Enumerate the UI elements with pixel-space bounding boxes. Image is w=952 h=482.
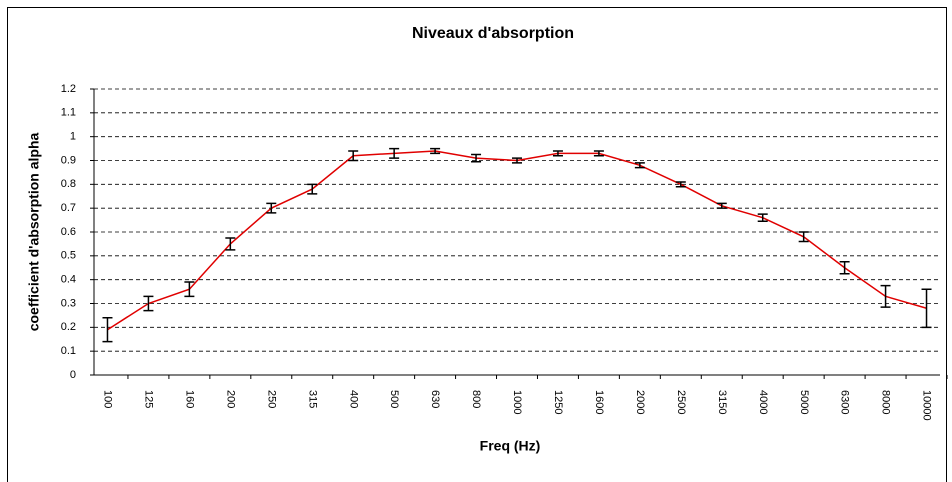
y-tick-label: 1.2 [61,83,76,95]
x-tick-label: 400 [347,390,359,408]
x-tick-label: 250 [265,390,277,408]
y-tick-label: 0.7 [61,202,76,214]
x-tick-label: 5000 [798,390,810,414]
x-axis-label: Freq (Hz) [480,438,541,454]
error-bar [839,261,850,275]
x-tick-label: 160 [183,390,195,408]
x-tick-label: 125 [143,390,155,408]
error-bar [757,213,768,223]
error-bar [225,237,236,251]
error-bar [102,317,113,343]
error-bar [921,288,932,329]
error-bar [798,231,809,243]
y-axis-label: coefficient d'absorption alpha [26,133,42,332]
y-tick-label: 0.5 [61,250,76,262]
error-bar [307,183,318,195]
x-tick-label: 800 [470,390,482,408]
x-tick-label: 2500 [675,390,687,414]
x-tick-label: 6300 [839,390,851,414]
y-tick-label: 0.8 [61,178,76,190]
x-tick-label: 630 [429,390,441,408]
y-tick-label: 0.6 [61,226,76,238]
error-bar [716,202,727,209]
y-tick-label: 0 [70,369,76,381]
x-tick-label: 10000 [921,390,933,421]
error-bar [675,181,686,188]
y-tick-label: 0.4 [61,274,76,286]
error-bar [634,162,645,169]
x-tick-label: 1600 [593,390,605,414]
error-bar [512,157,522,164]
y-tick-label: 0.2 [61,321,76,333]
error-bar [430,147,441,155]
x-tick-label: 4000 [757,390,769,414]
y-tick-label: 0.3 [61,297,76,309]
error-bar [880,284,891,308]
x-tick-label: 8000 [880,390,892,414]
x-tick-label: 1250 [552,390,564,414]
y-tick-label: 1 [70,131,76,143]
x-tick-label: 1000 [511,390,523,414]
x-tick-label: 500 [388,390,400,408]
error-bar [552,150,563,157]
y-tick-label: 0.9 [61,154,76,166]
y-tick-label: 1.1 [61,107,76,119]
error-bar [471,153,482,163]
error-bar [143,295,154,312]
x-tick-label: 200 [224,390,236,408]
x-tick-label: 315 [306,390,318,408]
y-tick-label: 0.1 [61,345,76,357]
error-bar [184,281,195,298]
error-bar [389,147,400,159]
chart-frame [7,7,947,482]
error-bar [593,150,604,157]
x-tick-label: 100 [102,390,114,408]
chart-title: Niveaux d'absorption [412,25,574,42]
error-bar [348,150,359,162]
error-bar [266,202,277,214]
x-tick-label: 2000 [634,390,646,414]
x-tick-label: 3150 [716,390,728,414]
